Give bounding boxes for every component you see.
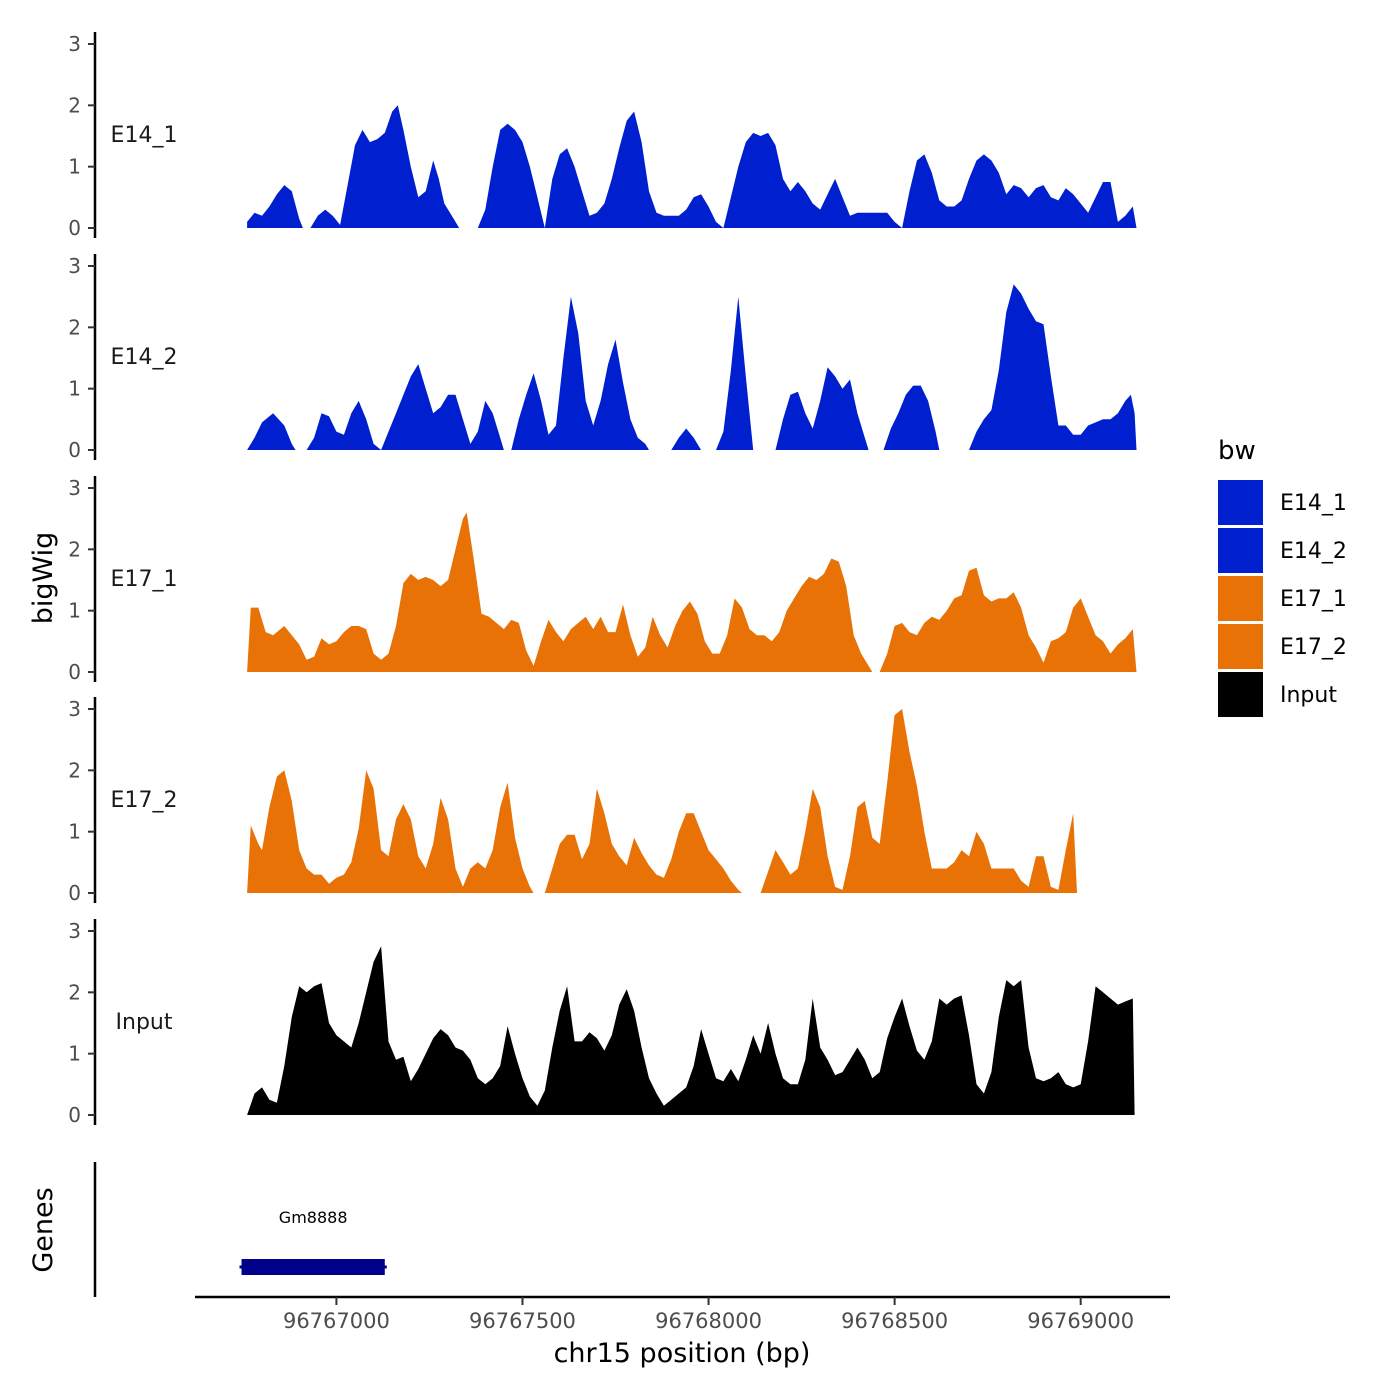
coverage-area-e17-1 [247, 512, 1137, 672]
legend-entries: E14_1 E14_2 E17_1 E17_2 Input [1218, 480, 1347, 717]
x-tick-label: 96767500 [469, 1309, 576, 1333]
y-tick-label: 1 [68, 820, 81, 844]
y-axis-title: bigWig [28, 532, 59, 625]
x-axis: 96767000 96767500 96768000 96768500 96769000 [195, 1295, 1170, 1333]
x-tick-label: 96767000 [283, 1309, 390, 1333]
coverage-area-e14-1 [247, 105, 1137, 228]
panel-input: 0 1 2 3 Input [68, 919, 1135, 1127]
legend-swatch [1218, 672, 1263, 717]
legend-label: E17_1 [1280, 587, 1347, 612]
legend-label: E17_2 [1280, 635, 1347, 660]
legend-label: Input [1280, 683, 1337, 708]
coverage-area-input [247, 946, 1135, 1115]
genes-axis-title: Genes [28, 1187, 59, 1272]
track-panels: 0 1 2 3 E14_1 0 1 2 3 E14_2 0 1 2 3 E17_1 0 1 2 3 E17_2 0 1 2 3… [68, 32, 1137, 1127]
panel-label: E14_2 [111, 345, 178, 370]
x-ticks: 96767000 96767500 96768000 96768500 96769000 [283, 1297, 1134, 1333]
legend-title: bw [1218, 436, 1256, 466]
y-tick-label: 3 [68, 476, 81, 500]
y-tick-label: 2 [68, 537, 81, 561]
y-tick-label: 2 [68, 980, 81, 1004]
y-tick-label: 0 [68, 216, 81, 240]
y-tick-label: 3 [68, 697, 81, 721]
coverage-area-e14-2 [247, 284, 1137, 450]
y-tick-label: 3 [68, 919, 81, 943]
panel-e14-2: 0 1 2 3 E14_2 [68, 254, 1137, 462]
x-tick-label: 96768500 [841, 1309, 948, 1333]
panel-label: E17_1 [111, 567, 178, 592]
panel-label: E17_2 [111, 788, 178, 813]
gene-label: Gm8888 [279, 1208, 348, 1227]
legend: bw E14_1 E14_2 E17_1 E17_2 Input [1218, 436, 1347, 717]
y-tick-label: 0 [68, 1103, 81, 1127]
y-tick-label: 1 [68, 599, 81, 623]
panel-e17-2: 0 1 2 3 E17_2 [68, 697, 1078, 905]
y-tick-label: 0 [68, 660, 81, 684]
y-tick-label: 3 [68, 32, 81, 56]
legend-label: E14_1 [1280, 491, 1347, 516]
y-tick-label: 1 [68, 1042, 81, 1066]
y-tick-label: 0 [68, 438, 81, 462]
y-tick-label: 1 [68, 155, 81, 179]
x-tick-label: 96768000 [655, 1309, 762, 1333]
x-tick-label: 96769000 [1027, 1309, 1134, 1333]
legend-swatch [1218, 576, 1263, 621]
y-tick-label: 2 [68, 93, 81, 117]
genes-track: Gm8888 [93, 1162, 387, 1297]
y-tick-label: 3 [68, 254, 81, 278]
x-axis-title: chr15 position (bp) [554, 1338, 811, 1369]
y-tick-label: 0 [68, 881, 81, 905]
legend-swatch [1218, 528, 1263, 573]
genes-marks: Gm8888 [239, 1208, 387, 1275]
y-tick-label: 1 [68, 377, 81, 401]
legend-swatch [1218, 624, 1263, 669]
panel-e17-1: 0 1 2 3 E17_1 [68, 476, 1137, 684]
panel-e14-1: 0 1 2 3 E14_1 [68, 32, 1137, 240]
panel-label: Input [116, 1010, 173, 1035]
legend-swatch [1218, 480, 1263, 525]
panel-label: E14_1 [111, 123, 178, 148]
y-tick-label: 2 [68, 315, 81, 339]
y-tick-label: 2 [68, 758, 81, 782]
legend-label: E14_2 [1280, 539, 1347, 564]
coverage-area-e17-2 [247, 709, 1078, 893]
